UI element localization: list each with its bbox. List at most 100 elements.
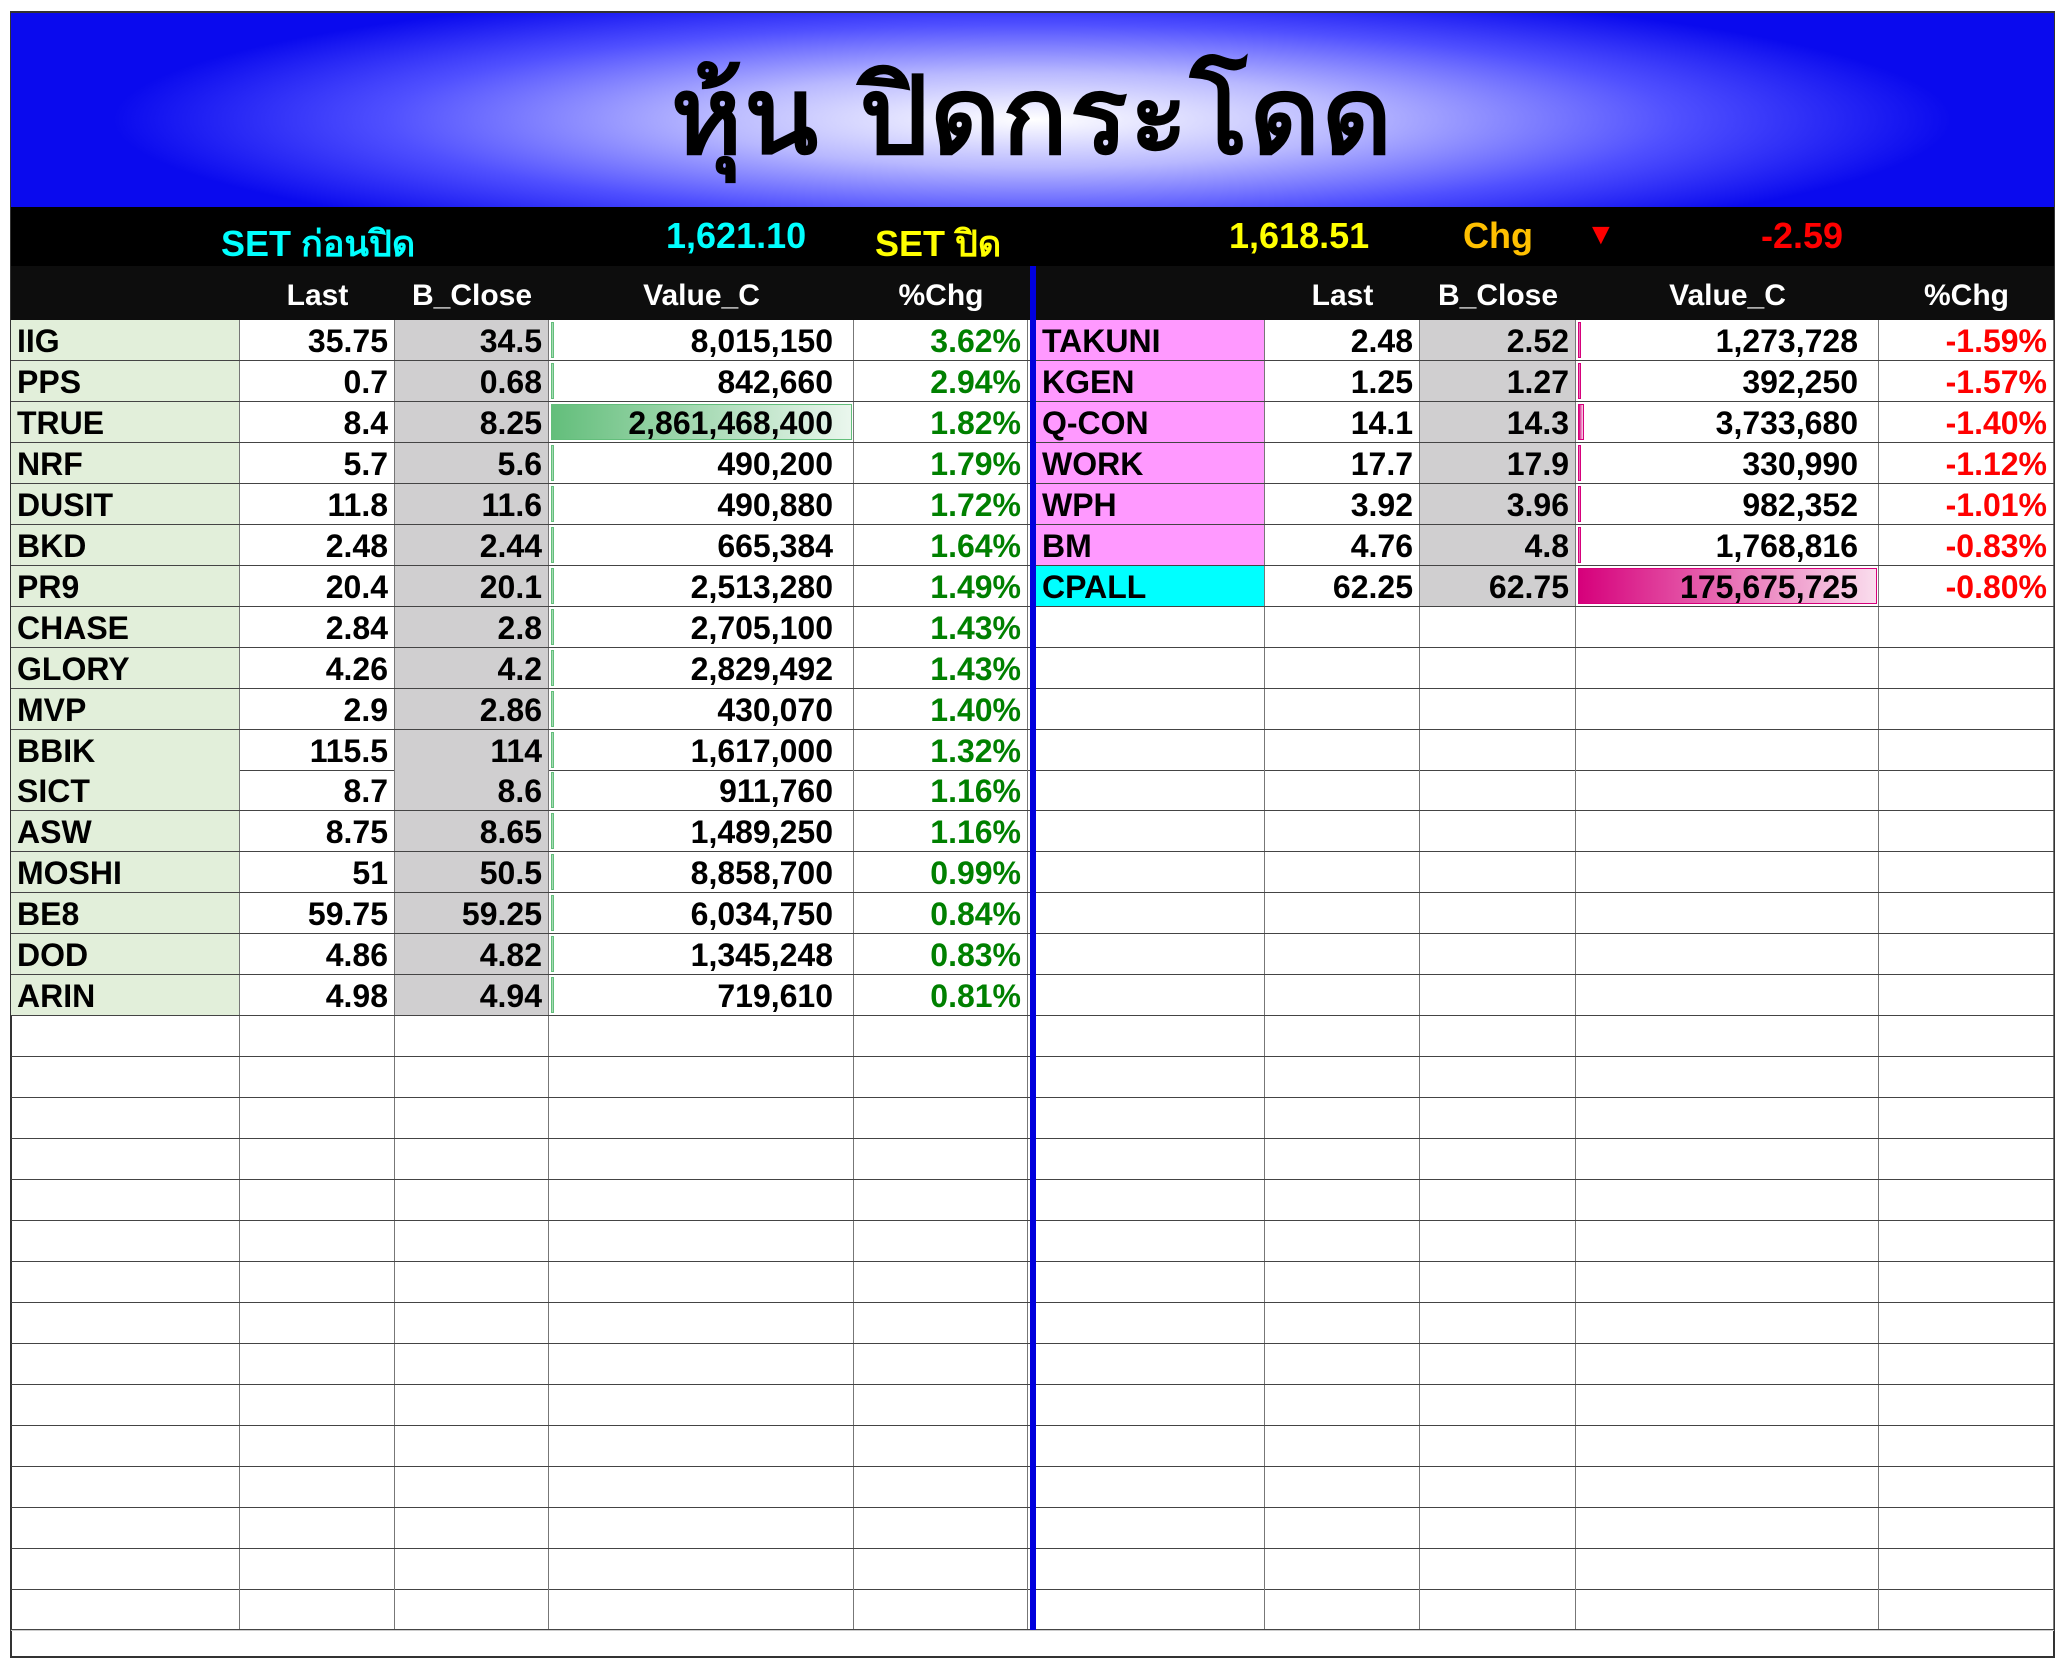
- empty-cell[interactable]: [1879, 1179, 2054, 1220]
- empty-cell[interactable]: [1879, 1507, 2054, 1548]
- gainer-symbol-cell[interactable]: DUSIT: [11, 483, 240, 524]
- empty-cell[interactable]: [1576, 1589, 1879, 1630]
- gainer-b_close-cell[interactable]: 4.2: [395, 647, 549, 688]
- empty-cell[interactable]: [11, 1548, 240, 1589]
- loser-value-cell[interactable]: 175,675,725: [1576, 565, 1879, 606]
- gainer-b_close-cell[interactable]: 5.6: [395, 442, 549, 483]
- gainer-last-cell[interactable]: 8.4: [240, 401, 395, 442]
- empty-cell[interactable]: [1576, 688, 1879, 729]
- empty-cell[interactable]: [240, 1057, 395, 1098]
- gainer-b_close-cell[interactable]: 2.8: [395, 606, 549, 647]
- empty-cell[interactable]: [1879, 647, 2054, 688]
- loser-symbol-cell[interactable]: Q-CON: [1036, 401, 1265, 442]
- empty-cell[interactable]: [1265, 893, 1420, 934]
- empty-cell[interactable]: [1036, 729, 1265, 770]
- gainer-value-cell[interactable]: 665,384: [549, 524, 854, 565]
- empty-cell[interactable]: [1036, 606, 1265, 647]
- empty-cell[interactable]: [854, 1057, 1028, 1098]
- empty-cell[interactable]: [1576, 1057, 1879, 1098]
- empty-cell[interactable]: [1036, 688, 1265, 729]
- loser-b_close-cell[interactable]: 2.52: [1420, 320, 1576, 360]
- empty-cell[interactable]: [11, 1016, 240, 1057]
- empty-cell[interactable]: [1036, 1179, 1265, 1220]
- gainer-last-cell[interactable]: 4.98: [240, 975, 395, 1016]
- loser-b_close-cell[interactable]: 3.96: [1420, 483, 1576, 524]
- gainer-value-cell[interactable]: 490,880: [549, 483, 854, 524]
- empty-cell[interactable]: [1879, 1425, 2054, 1466]
- empty-cell[interactable]: [1265, 606, 1420, 647]
- empty-cell[interactable]: [395, 1220, 549, 1261]
- empty-cell[interactable]: [1879, 893, 2054, 934]
- empty-cell[interactable]: [11, 1507, 240, 1548]
- empty-cell[interactable]: [1420, 1466, 1576, 1507]
- empty-cell[interactable]: [1036, 1261, 1265, 1302]
- gainer-chg-cell[interactable]: 3.62%: [854, 320, 1028, 360]
- empty-cell[interactable]: [11, 1098, 240, 1139]
- gainer-b_close-cell[interactable]: 2.44: [395, 524, 549, 565]
- gainer-last-cell[interactable]: 4.26: [240, 647, 395, 688]
- gainer-b_close-cell[interactable]: 20.1: [395, 565, 549, 606]
- empty-cell[interactable]: [1036, 647, 1265, 688]
- gainer-chg-cell[interactable]: 0.84%: [854, 893, 1028, 934]
- loser-value-cell[interactable]: 1,768,816: [1576, 524, 1879, 565]
- loser-chg-cell[interactable]: -0.83%: [1879, 524, 2054, 565]
- empty-cell[interactable]: [1879, 1098, 2054, 1139]
- empty-cell[interactable]: [549, 1016, 854, 1057]
- empty-cell[interactable]: [1420, 934, 1576, 975]
- gainer-last-cell[interactable]: 51: [240, 852, 395, 893]
- empty-cell[interactable]: [11, 1220, 240, 1261]
- gainer-symbol-cell[interactable]: PR9: [11, 565, 240, 606]
- empty-cell[interactable]: [1879, 1384, 2054, 1425]
- empty-cell[interactable]: [854, 1261, 1028, 1302]
- empty-cell[interactable]: [549, 1343, 854, 1384]
- empty-cell[interactable]: [1265, 647, 1420, 688]
- gainer-value-cell[interactable]: 1,617,000: [549, 729, 854, 770]
- gainer-last-cell[interactable]: 59.75: [240, 893, 395, 934]
- empty-cell[interactable]: [1036, 1098, 1265, 1139]
- gainer-symbol-cell[interactable]: IIG: [11, 320, 240, 360]
- empty-cell[interactable]: [1420, 647, 1576, 688]
- gainer-symbol-cell[interactable]: TRUE: [11, 401, 240, 442]
- empty-cell[interactable]: [11, 1057, 240, 1098]
- empty-cell[interactable]: [395, 1098, 549, 1139]
- gainer-chg-cell[interactable]: 1.32%: [854, 729, 1028, 770]
- empty-cell[interactable]: [1420, 1179, 1576, 1220]
- empty-cell[interactable]: [11, 1302, 240, 1343]
- gainer-value-cell[interactable]: 430,070: [549, 688, 854, 729]
- empty-cell[interactable]: [1879, 729, 2054, 770]
- empty-cell[interactable]: [854, 1507, 1028, 1548]
- empty-cell[interactable]: [1036, 1220, 1265, 1261]
- gainer-chg-cell[interactable]: 1.43%: [854, 647, 1028, 688]
- gainer-last-cell[interactable]: 0.7: [240, 360, 395, 401]
- gainer-chg-cell[interactable]: 0.99%: [854, 852, 1028, 893]
- empty-cell[interactable]: [1420, 1425, 1576, 1466]
- empty-cell[interactable]: [1576, 1425, 1879, 1466]
- empty-cell[interactable]: [395, 1057, 549, 1098]
- loser-last-cell[interactable]: 4.76: [1265, 524, 1420, 565]
- empty-cell[interactable]: [395, 1261, 549, 1302]
- loser-b_close-cell[interactable]: 62.75: [1420, 565, 1576, 606]
- empty-cell[interactable]: [549, 1261, 854, 1302]
- empty-cell[interactable]: [240, 1548, 395, 1589]
- empty-cell[interactable]: [1265, 1466, 1420, 1507]
- empty-cell[interactable]: [1576, 1343, 1879, 1384]
- empty-cell[interactable]: [1036, 770, 1265, 811]
- empty-cell[interactable]: [240, 1466, 395, 1507]
- empty-cell[interactable]: [1036, 1507, 1265, 1548]
- loser-symbol-cell[interactable]: WPH: [1036, 483, 1265, 524]
- empty-cell[interactable]: [1265, 1179, 1420, 1220]
- empty-cell[interactable]: [1036, 893, 1265, 934]
- gainer-b_close-cell[interactable]: 8.25: [395, 401, 549, 442]
- empty-cell[interactable]: [1265, 975, 1420, 1016]
- gainer-chg-cell[interactable]: 1.16%: [854, 811, 1028, 852]
- empty-cell[interactable]: [1576, 1139, 1879, 1179]
- empty-cell[interactable]: [1265, 1220, 1420, 1261]
- gainer-value-cell[interactable]: 2,861,468,400: [549, 401, 854, 442]
- empty-cell[interactable]: [1879, 770, 2054, 811]
- gainer-chg-cell[interactable]: 1.49%: [854, 565, 1028, 606]
- empty-cell[interactable]: [1879, 1057, 2054, 1098]
- empty-cell[interactable]: [1576, 1384, 1879, 1425]
- empty-cell[interactable]: [1576, 729, 1879, 770]
- empty-cell[interactable]: [854, 1302, 1028, 1343]
- empty-cell[interactable]: [1265, 1261, 1420, 1302]
